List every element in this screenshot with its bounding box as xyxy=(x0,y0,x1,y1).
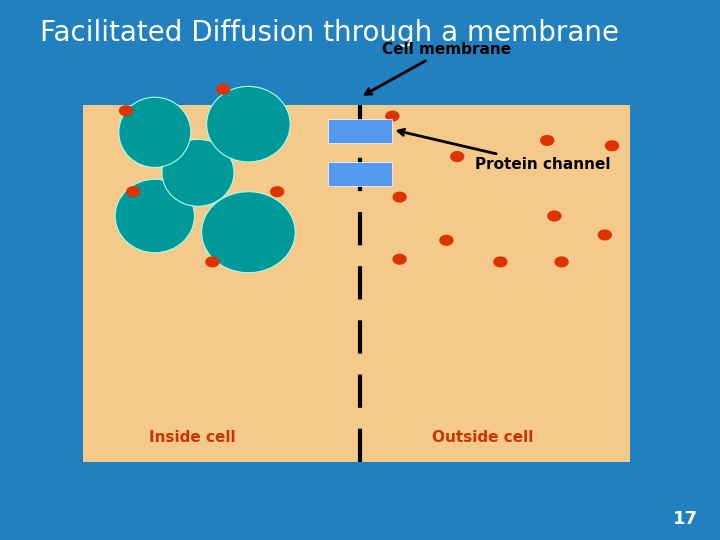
Circle shape xyxy=(393,192,406,202)
Circle shape xyxy=(217,84,230,94)
Text: Protein channel: Protein channel xyxy=(398,130,611,172)
Ellipse shape xyxy=(162,139,234,206)
Circle shape xyxy=(494,257,507,267)
Circle shape xyxy=(120,106,132,116)
Circle shape xyxy=(127,187,140,197)
Circle shape xyxy=(555,257,568,267)
Circle shape xyxy=(541,136,554,145)
Text: Outside cell: Outside cell xyxy=(431,430,533,445)
Text: Facilitated Diffusion through a membrane: Facilitated Diffusion through a membrane xyxy=(40,19,618,47)
Circle shape xyxy=(271,187,284,197)
Ellipse shape xyxy=(202,192,295,273)
Circle shape xyxy=(206,257,219,267)
Circle shape xyxy=(598,230,611,240)
Text: 17: 17 xyxy=(673,510,698,528)
Circle shape xyxy=(386,111,399,121)
Circle shape xyxy=(440,235,453,245)
Circle shape xyxy=(606,141,618,151)
Circle shape xyxy=(451,152,464,161)
Circle shape xyxy=(548,211,561,221)
Ellipse shape xyxy=(119,97,191,167)
Ellipse shape xyxy=(115,179,194,253)
Text: Cell membrane: Cell membrane xyxy=(365,42,511,94)
Circle shape xyxy=(393,254,406,264)
Bar xyxy=(328,119,392,143)
Ellipse shape xyxy=(207,86,290,162)
Text: Inside cell: Inside cell xyxy=(149,430,235,445)
Bar xyxy=(328,162,392,186)
Bar xyxy=(83,105,630,462)
